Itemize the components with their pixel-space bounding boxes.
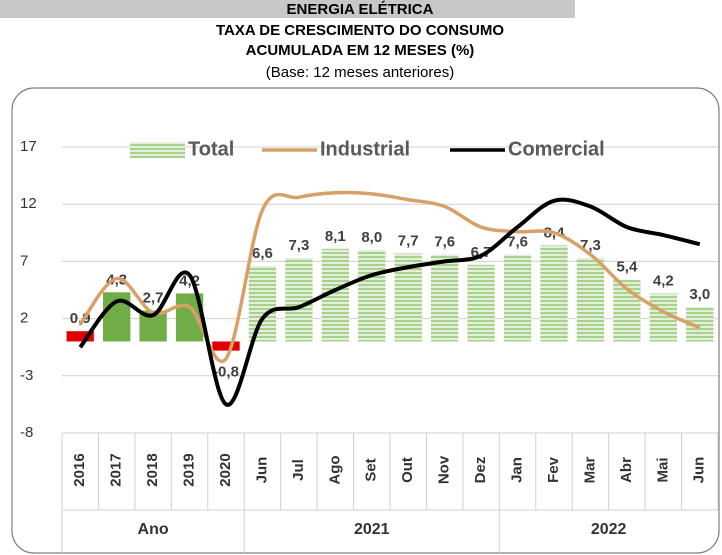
x-tick-label: 2018 xyxy=(144,453,161,486)
bar xyxy=(540,245,568,342)
x-tick-label: Jun xyxy=(253,457,270,484)
value-label: 7,6 xyxy=(434,234,455,251)
group-label: 2021 xyxy=(354,521,390,538)
y-tick-label: 12 xyxy=(20,195,37,212)
x-tick-label: Jun xyxy=(691,457,708,484)
y-tick-label: -8 xyxy=(20,424,33,441)
x-tick-label: Dez xyxy=(472,457,489,484)
x-tick-label: Ago xyxy=(326,455,343,484)
x-tick-label: 2016 xyxy=(71,453,88,486)
value-label: 3,0 xyxy=(689,286,710,303)
x-tick-label: Mar xyxy=(581,457,598,484)
value-label: -0,8 xyxy=(213,364,239,381)
value-label: 2,7 xyxy=(143,290,164,307)
x-tick-label: Nov xyxy=(436,455,453,484)
group-label: 2022 xyxy=(591,521,627,538)
legend-label: Industrial xyxy=(320,138,410,160)
x-tick-label: Set xyxy=(363,458,380,481)
chart-frame xyxy=(11,87,720,554)
header-band xyxy=(0,0,575,18)
y-tick-label: -3 xyxy=(20,367,33,384)
x-tick-label: Fev xyxy=(545,456,562,483)
legend-label: Comercial xyxy=(508,138,605,160)
line xyxy=(78,190,701,364)
x-tick-label: Abr xyxy=(618,457,635,483)
bar xyxy=(358,249,386,342)
legend-swatch xyxy=(130,142,185,158)
value-label: 7,7 xyxy=(398,232,419,249)
x-tick-label: Jul xyxy=(290,459,307,481)
bar xyxy=(212,341,240,351)
chart-subtitle: (Base: 12 meses anteriores) xyxy=(266,64,454,81)
bar xyxy=(248,265,277,342)
bar xyxy=(66,331,94,342)
value-label: 7,3 xyxy=(288,237,309,254)
value-label: 7,3 xyxy=(580,237,601,254)
value-label: 5,4 xyxy=(616,259,638,276)
group-label: Ano xyxy=(138,521,169,538)
bar xyxy=(467,264,495,342)
y-tick-label: 17 xyxy=(20,138,37,155)
x-tick-label: Mai xyxy=(654,457,671,482)
x-tick-label: 2019 xyxy=(181,453,198,486)
x-tick-label: Jan xyxy=(509,457,526,483)
x-tick-label: Out xyxy=(399,457,416,483)
value-label: 6,6 xyxy=(252,245,273,262)
value-label: 8,0 xyxy=(361,229,382,246)
x-tick-label: 2020 xyxy=(217,453,234,486)
chart-title: TAXA DE CRESCIMENTO DO CONSUMO xyxy=(216,22,504,39)
legend-label: Total xyxy=(188,138,234,160)
header: ENERGIA ELÉTRICA xyxy=(287,1,434,18)
value-label: 8,1 xyxy=(325,228,346,245)
chart-title: ACUMULADA EM 12 MESES (%) xyxy=(246,42,475,59)
value-label: 4,2 xyxy=(653,272,674,289)
line xyxy=(78,197,701,407)
bar xyxy=(576,257,605,342)
y-tick-label: 2 xyxy=(20,310,28,327)
bar xyxy=(285,257,313,342)
bar xyxy=(431,254,459,342)
bar xyxy=(503,254,532,342)
value-label: 7,6 xyxy=(507,234,528,251)
y-tick-label: 7 xyxy=(20,252,28,269)
x-tick-label: 2017 xyxy=(108,453,125,486)
